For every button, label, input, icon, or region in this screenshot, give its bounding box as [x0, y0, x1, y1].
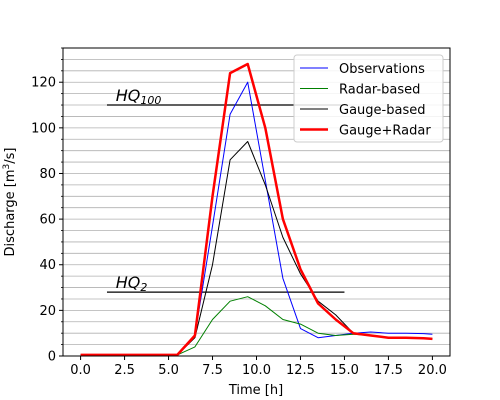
y-axis-label: Discharge [m3/s] — [2, 148, 18, 257]
y-tick-label: 0 — [48, 350, 56, 365]
threshold-label-sub: 100 — [140, 94, 161, 107]
threshold-label-main: HQ — [116, 273, 141, 292]
x-tick-label: 20.0 — [418, 363, 447, 378]
y-axis-label-end: /s] — [3, 148, 18, 164]
legend-label: Radar-based — [339, 83, 420, 98]
x-axis-label: Time [h] — [228, 383, 283, 398]
y-tick-label: 20 — [39, 304, 56, 319]
y-axis-label-main: Discharge [m — [3, 169, 18, 256]
y-tick-label: 40 — [39, 258, 56, 273]
series-lines — [80, 62, 433, 357]
y-tick-label: 80 — [39, 167, 56, 182]
x-tick-label: 7.5 — [202, 363, 223, 378]
legend-box — [293, 54, 444, 143]
axis-ticks: 0.0 2.5 5.0 7.5 10.0 12.5 15.0 17.5 20.0 0 20 40 60 8… — [31, 47, 447, 378]
y-tick-label: 100 — [31, 121, 56, 136]
threshold-label-sub: 2 — [140, 281, 147, 294]
x-tick-label: 17.5 — [374, 363, 403, 378]
threshold-label-main: HQ — [116, 86, 141, 105]
legend: Observations Radar-based Gauge-based Gauge+… — [293, 54, 444, 143]
threshold-label: HQ100 — [116, 86, 162, 107]
x-tick-label: 2.5 — [114, 363, 135, 378]
series-line-gauge-radar — [80, 62, 433, 357]
x-tick-label: 10.0 — [242, 363, 271, 378]
legend-label: Gauge+Radar — [339, 124, 431, 139]
y-tick-label: 120 — [31, 76, 56, 91]
y-axis-label-sup: 3 — [2, 164, 12, 170]
legend-label: Gauge-based — [339, 103, 425, 118]
x-tick-label: 0.0 — [70, 363, 91, 378]
x-tick-label: 5.0 — [158, 363, 179, 378]
legend-items: Observations Radar-based Gauge-based Gauge+… — [300, 62, 431, 139]
threshold-label: HQ2 — [116, 273, 148, 294]
legend-label: Observations — [339, 62, 425, 77]
x-tick-label: 12.5 — [286, 363, 315, 378]
x-tick-label: 15.0 — [330, 363, 359, 378]
y-tick-label: 60 — [39, 213, 56, 228]
